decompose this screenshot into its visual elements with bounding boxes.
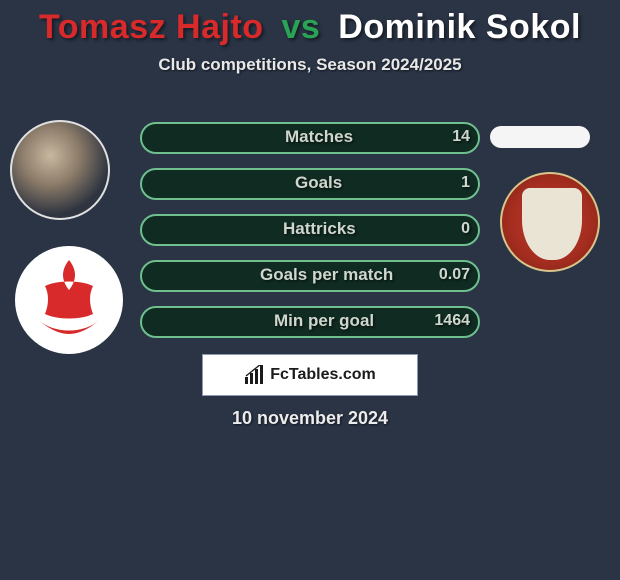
stat-row: Min per goal 1464 xyxy=(140,306,480,338)
stat-label: Goals per match xyxy=(260,260,393,292)
club1-badge-icon xyxy=(15,246,123,354)
stat-row: Goals 1 xyxy=(140,168,480,200)
club2-badge xyxy=(500,172,600,272)
stat-label: Hattricks xyxy=(283,214,356,246)
club1-badge xyxy=(15,246,123,354)
bar-chart-icon xyxy=(244,365,264,385)
stat-value: 0 xyxy=(461,214,470,246)
player1-avatar xyxy=(10,120,110,220)
title-player1: Tomasz Hajto xyxy=(39,8,264,46)
subtitle: Club competitions, Season 2024/2025 xyxy=(0,55,620,75)
title-vs-word: vs xyxy=(282,8,321,46)
stat-label: Goals xyxy=(295,168,342,200)
comparison-card: Tomasz Hajto vs Dominik Sokol Club compe… xyxy=(0,0,620,580)
stat-bars: Matches 14 Goals 1 Hattricks 0 Goals per match… xyxy=(140,122,480,352)
page-title: Tomasz Hajto vs Dominik Sokol xyxy=(0,0,620,47)
stat-value: 14 xyxy=(452,122,470,154)
source-badge: FcTables.com xyxy=(202,354,418,396)
stat-value: 0.07 xyxy=(439,260,470,292)
player2-avatar-pill xyxy=(490,126,590,148)
stat-label: Matches xyxy=(285,122,353,154)
stat-label: Min per goal xyxy=(274,306,374,338)
title-player2: Dominik Sokol xyxy=(338,8,581,46)
stat-row: Hattricks 0 xyxy=(140,214,480,246)
stat-row: Goals per match 0.07 xyxy=(140,260,480,292)
source-brand: FcTables.com xyxy=(270,366,376,384)
stat-value: 1464 xyxy=(434,306,470,338)
date-line: 10 november 2024 xyxy=(0,408,620,429)
stat-row: Matches 14 xyxy=(140,122,480,154)
stat-value: 1 xyxy=(461,168,470,200)
